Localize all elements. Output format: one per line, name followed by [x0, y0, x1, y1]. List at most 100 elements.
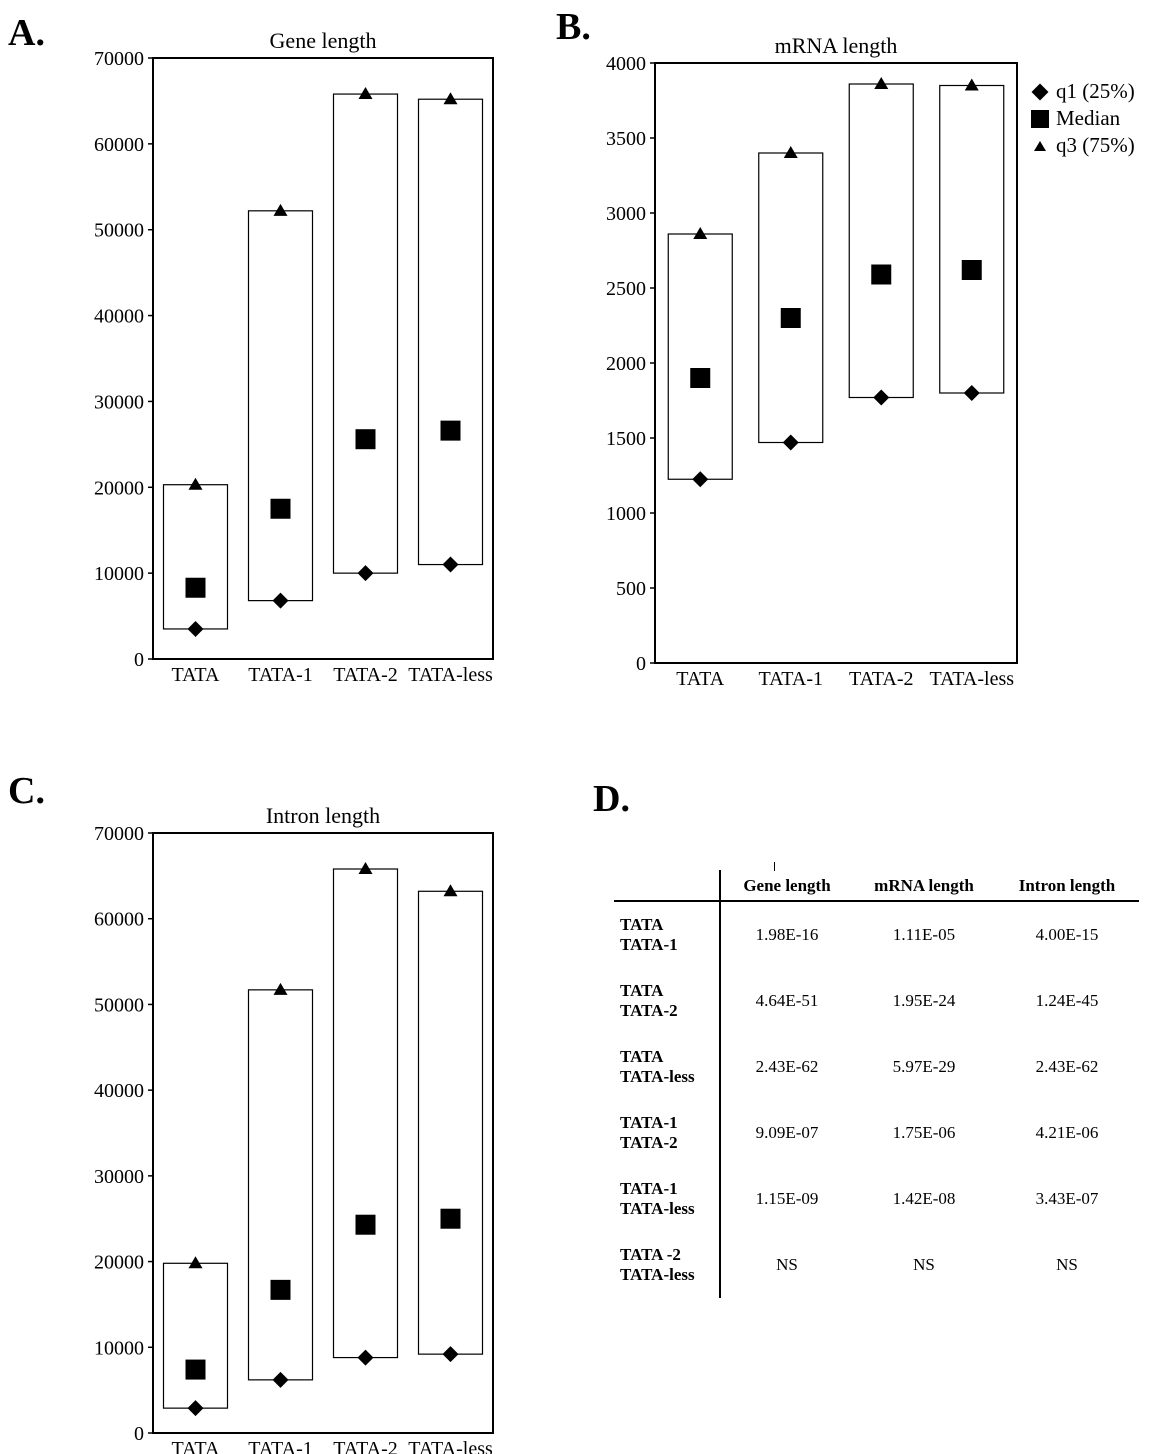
iqr-box [162, 1262, 229, 1409]
y-tick-label: 10000 [94, 1337, 144, 1359]
q3-marker [358, 862, 373, 874]
iqr-box [332, 868, 399, 1359]
legend: q1 (25%) Median q3 (75%) [1030, 78, 1135, 159]
row-label: TATA-1 TATA-2 [614, 1100, 721, 1166]
table-row: TATA TATA-less 2.43E-62 5.97E-29 2.43E-62 [614, 1034, 1139, 1100]
gene-length-chart: Gene length 0 10000 20000 30000 40000 50000 600… [94, 28, 494, 686]
triangle-icon [1030, 136, 1050, 156]
x-tick-label: TATA-1 [758, 668, 823, 690]
x-tick-label: TATA-1 [248, 1438, 313, 1454]
row-label-line: TATA [620, 981, 664, 1000]
row-label-line: TATA-1 [620, 1113, 678, 1132]
table-corner [614, 870, 721, 902]
row-label-line: TATA -2 [620, 1245, 681, 1264]
panel-label-c: C. [8, 770, 45, 812]
square-icon [1030, 109, 1050, 129]
y-tick-label: 70000 [94, 823, 144, 845]
q3-marker [443, 884, 458, 897]
q3-marker [273, 982, 288, 995]
iqr-box [247, 210, 314, 602]
row-label-line: TATA-1 [620, 935, 678, 954]
iqr-box [417, 98, 484, 566]
median-marker [270, 498, 291, 519]
table-row: TATA TATA-2 4.64E-51 1.95E-24 1.24E-45 [614, 968, 1139, 1034]
q3-marker [783, 146, 798, 158]
y-tick-label: 3500 [606, 128, 646, 150]
row-label-line: TATA-2 [620, 1133, 678, 1152]
median-marker [780, 308, 801, 328]
x-tick-label: TATA-less [929, 668, 1014, 690]
x-tick-label: TATA-less [408, 1438, 493, 1454]
legend-item-q3: q3 (75%) [1030, 132, 1135, 159]
row-label: TATA -2 TATA-less [614, 1232, 721, 1298]
table-cell: 5.97E-29 [892, 1057, 956, 1076]
y-tick-label: 1500 [606, 428, 646, 450]
row-label: TATA-1 TATA-less [614, 1166, 721, 1232]
q1-marker [272, 592, 289, 609]
table-cell: 2.43E-62 [1035, 1057, 1099, 1076]
q1-marker [187, 620, 204, 637]
y-tick-label: 0 [134, 649, 144, 671]
y-tick-label: 3000 [606, 203, 646, 225]
table-cell: 1.15E-09 [755, 1189, 819, 1208]
table-cell: 1.98E-16 [755, 925, 819, 944]
mrna-length-chart: mRNA length 0 500 1000 1500 2000 2500 3000 3500 4… [606, 33, 1018, 690]
pvalue-table: Gene length mRNA length Intron length TA… [614, 870, 1139, 1298]
median-marker [961, 260, 982, 280]
table-cell: 9.09E-07 [755, 1123, 819, 1142]
median-marker [185, 577, 206, 598]
table-cell: NS [913, 1255, 935, 1274]
table-cell: 4.00E-15 [1035, 925, 1099, 944]
row-label: TATA TATA-1 [614, 901, 721, 968]
x-tick-label: TATA [172, 664, 220, 686]
y-tick-label: 500 [616, 578, 646, 600]
legend-label-q1: q1 (25%) [1056, 79, 1135, 103]
row-label-line: TATA-less [620, 1067, 695, 1086]
x-tick-label: TATA [676, 668, 724, 690]
y-tick-label: 20000 [94, 477, 144, 499]
col-header-gene-length: Gene length [720, 870, 853, 902]
diamond-icon [1030, 82, 1050, 102]
panel-label-d: D. [593, 778, 630, 820]
plot-frame [654, 62, 1018, 664]
y-tick-label: 0 [134, 1423, 144, 1445]
median-marker [690, 368, 711, 388]
median-marker [440, 1208, 461, 1229]
table-row: TATA -2 TATA-less NS NS NS [614, 1232, 1139, 1298]
table-cell: 1.11E-05 [892, 925, 956, 944]
q1-marker [357, 1349, 374, 1366]
q3-marker [964, 78, 979, 91]
table-cell: 4.64E-51 [755, 991, 819, 1010]
x-tick-label: TATA-2 [333, 1438, 398, 1454]
q1-marker [873, 389, 890, 406]
panel-label-a: A. [8, 12, 45, 54]
q1-marker [963, 385, 980, 401]
x-tick-label: TATA-1 [248, 664, 313, 686]
x-tick-label: TATA-less [408, 664, 493, 686]
row-label-line: TATA-1 [620, 1179, 678, 1198]
q3-marker [693, 227, 708, 239]
median-marker [270, 1279, 291, 1300]
y-tick-label: 4000 [606, 53, 646, 75]
iqr-box [332, 93, 399, 574]
col-header-mrna-length: mRNA length [853, 870, 995, 902]
y-tick-label: 40000 [94, 306, 144, 328]
q1-marker [442, 556, 459, 573]
chart-title: mRNA length [775, 33, 898, 58]
median-marker [871, 264, 892, 285]
y-tick-label: 0 [636, 653, 646, 675]
table-row: TATA-1 TATA-less 1.15E-09 1.42E-08 3.43E-07 [614, 1166, 1139, 1232]
x-tick-label: TATA-2 [333, 664, 398, 686]
q3-marker [273, 203, 288, 216]
table-cell: 2.43E-62 [755, 1057, 819, 1076]
legend-label-median: Median [1056, 106, 1121, 130]
q3-marker [874, 77, 889, 89]
table-cell: 1.75E-06 [892, 1123, 956, 1142]
legend-item-median: Median [1030, 105, 1135, 132]
q3-marker [188, 1256, 203, 1269]
table-cell: NS [776, 1255, 798, 1274]
y-tick-label: 60000 [94, 909, 144, 931]
iqr-box [758, 152, 824, 444]
table-cell: 1.95E-24 [892, 991, 956, 1010]
table-row: TATA TATA-1 1.98E-16 1.11E-05 4.00E-15 [614, 901, 1139, 968]
